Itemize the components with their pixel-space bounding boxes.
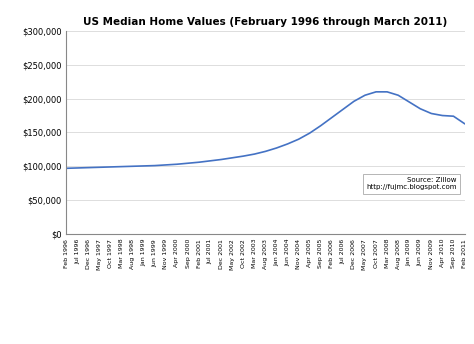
Text: Source: Zillow
http://fujmc.blogspot.com: Source: Zillow http://fujmc.blogspot.com: [366, 177, 456, 190]
Title: US Median Home Values (February 1996 through March 2011): US Median Home Values (February 1996 thr…: [83, 18, 447, 28]
